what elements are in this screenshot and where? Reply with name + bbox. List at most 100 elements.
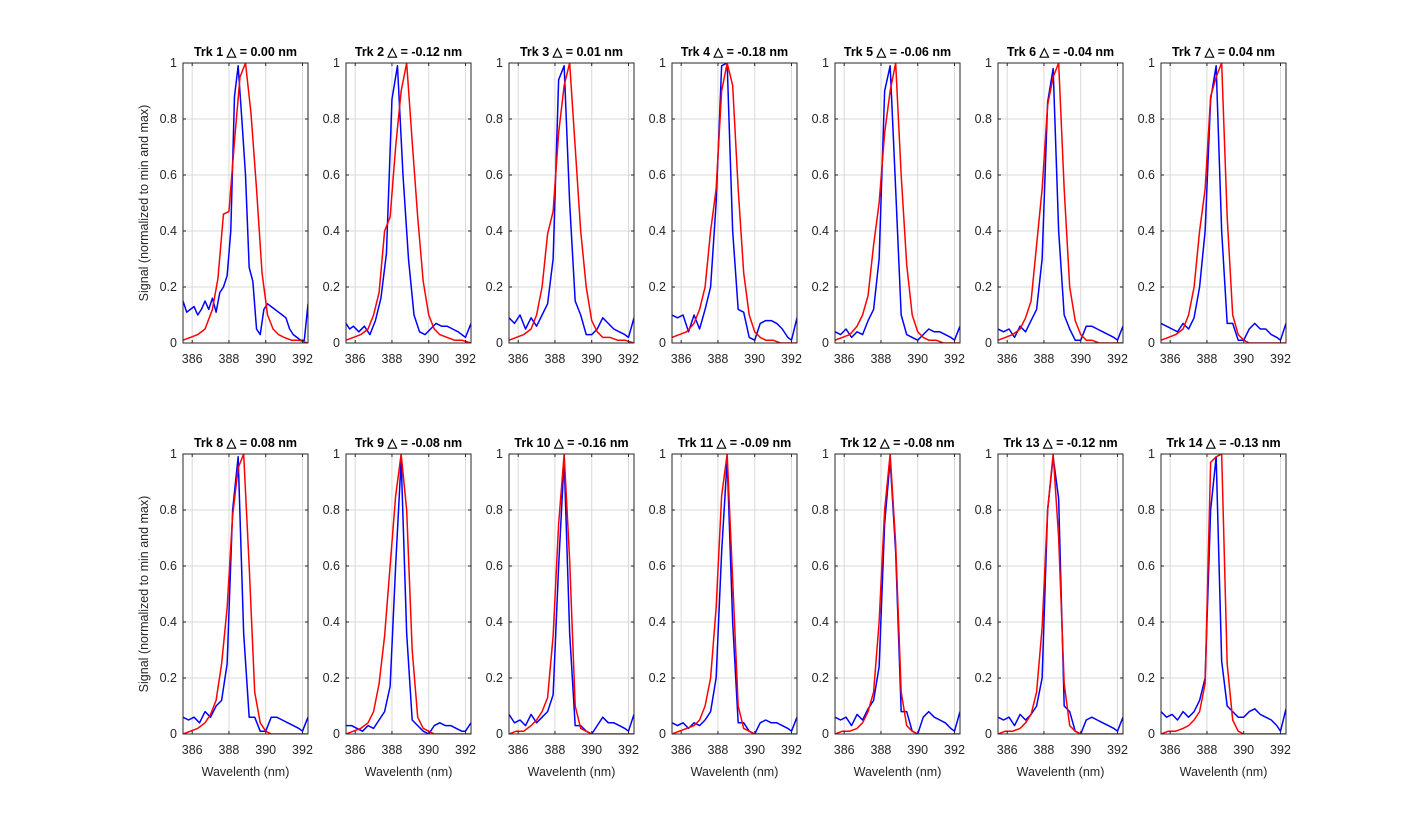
x-tick-label: 386 (182, 743, 203, 757)
y-tick-label: 0.2 (812, 280, 829, 294)
x-tick-label: 388 (382, 743, 403, 757)
plot-area (672, 454, 797, 734)
x-tick-label: 386 (834, 352, 855, 366)
x-tick-label: 390 (418, 352, 439, 366)
blue-series-line (509, 458, 634, 734)
x-tick-label: 386 (997, 352, 1018, 366)
y-axis-label: Signal (normalized to min and max) (137, 496, 151, 693)
red-series-line (998, 63, 1123, 343)
red-series-line (346, 63, 471, 343)
x-tick-label: 388 (1197, 743, 1218, 757)
subplot-title: Trk 5 △ = -0.06 nm (844, 45, 951, 59)
x-tick-label: 390 (581, 352, 602, 366)
x-tick-label: 390 (1233, 352, 1254, 366)
x-tick-label: 390 (907, 352, 928, 366)
x-tick-label: 392 (292, 352, 313, 366)
x-axis-label: Wavelenth (nm) (854, 765, 942, 779)
y-tick-label: 0 (659, 727, 666, 741)
blue-series-line (183, 456, 308, 732)
y-axis-label: Signal (normalized to min and max) (137, 105, 151, 302)
y-tick-label: 0.6 (649, 168, 666, 182)
y-tick-label: 0.2 (486, 280, 503, 294)
y-tick-label: 0.6 (975, 168, 992, 182)
blue-series-line (1161, 65, 1286, 341)
y-tick-label: 0.2 (1138, 671, 1155, 685)
x-tick-label: 386 (1160, 352, 1181, 366)
subplot-6: 386 388 390 392 0 0.2 0.4 0.6 0.8 1 Trk 6 △ = -0.0… (975, 45, 1128, 366)
y-tick-label: 0.6 (812, 168, 829, 182)
y-tick-label: 0.2 (649, 671, 666, 685)
x-tick-label: 392 (1107, 352, 1128, 366)
plot-area (346, 63, 471, 343)
blue-series-line (998, 67, 1123, 341)
x-tick-label: 390 (907, 743, 928, 757)
y-tick-label: 0.6 (323, 559, 340, 573)
y-tick-label: 0 (333, 727, 340, 741)
x-tick-label: 388 (1034, 743, 1055, 757)
y-tick-label: 1 (822, 447, 829, 461)
subplot-title: Trk 6 △ = -0.04 nm (1007, 45, 1114, 59)
subplot-11: 386 388 390 392 0 0.2 0.4 0.6 0.8 1 Trk 11 △ = -0.… (649, 436, 802, 779)
y-tick-label: 0.8 (649, 112, 666, 126)
axes-box (345, 62, 472, 344)
y-tick-label: 0.6 (323, 168, 340, 182)
y-tick-label: 0.2 (160, 671, 177, 685)
plot-area (346, 454, 471, 734)
y-tick-label: 1 (170, 56, 177, 70)
subplot-14: 386 388 390 392 0 0.2 0.4 0.6 0.8 1 Trk 14 △ = -0.… (1138, 436, 1291, 779)
y-tick-label: 1 (822, 56, 829, 70)
blue-series-line (183, 65, 308, 341)
y-tick-label: 0.8 (812, 112, 829, 126)
y-tick-label: 0.6 (649, 559, 666, 573)
x-axis-label: Wavelenth (nm) (202, 765, 290, 779)
y-tick-label: 0 (1148, 336, 1155, 350)
x-tick-label: 392 (944, 352, 965, 366)
y-tick-label: 0.6 (160, 559, 177, 573)
x-tick-label: 390 (744, 352, 765, 366)
x-axis-label: Wavelenth (nm) (365, 765, 453, 779)
x-tick-label: 390 (418, 743, 439, 757)
subplot-5: 386 388 390 392 0 0.2 0.4 0.6 0.8 1 Trk 5 △ = -0.0… (812, 45, 965, 366)
blue-series-line (509, 65, 634, 339)
subplot-9: 386 388 390 392 0 0.2 0.4 0.6 0.8 1 Trk 9 △ = -0.0… (323, 436, 476, 779)
x-tick-label: 392 (944, 743, 965, 757)
x-tick-label: 392 (455, 743, 476, 757)
x-tick-label: 392 (618, 352, 639, 366)
subplot-3: 386 388 390 392 0 0.2 0.4 0.6 0.8 1 Trk 3 △ = 0.01… (486, 45, 639, 366)
x-axis-label: Wavelenth (nm) (1017, 765, 1105, 779)
axes-box (834, 62, 961, 344)
x-axis-label: Wavelenth (nm) (1180, 765, 1268, 779)
y-tick-label: 0.4 (323, 615, 340, 629)
axes-box (1160, 62, 1287, 344)
axes-box (671, 453, 798, 735)
x-tick-label: 388 (871, 352, 892, 366)
y-tick-label: 0.8 (975, 503, 992, 517)
y-tick-label: 0 (822, 336, 829, 350)
subplot-title: Trk 3 △ = 0.01 nm (520, 45, 623, 59)
y-tick-label: 0 (170, 727, 177, 741)
subplot-title: Trk 10 △ = -0.16 nm (514, 436, 628, 450)
subplot-4: 386 388 390 392 0 0.2 0.4 0.6 0.8 1 Trk 4 △ = -0.1… (649, 45, 802, 366)
y-tick-label: 0.8 (975, 112, 992, 126)
x-tick-label: 388 (219, 743, 240, 757)
red-series-line (509, 454, 634, 734)
x-tick-label: 390 (255, 743, 276, 757)
y-tick-label: 0 (985, 336, 992, 350)
y-tick-label: 1 (333, 56, 340, 70)
x-tick-label: 390 (255, 352, 276, 366)
x-tick-label: 386 (345, 352, 366, 366)
x-tick-label: 392 (1270, 352, 1291, 366)
x-tick-label: 386 (671, 352, 692, 366)
y-tick-label: 0.4 (1138, 224, 1155, 238)
red-series-line (183, 63, 308, 343)
y-tick-label: 1 (496, 447, 503, 461)
y-tick-label: 1 (659, 56, 666, 70)
x-tick-label: 386 (345, 743, 366, 757)
subplot-title: Trk 2 △ = -0.12 nm (355, 45, 462, 59)
plot-area (509, 63, 634, 343)
red-series-line (835, 454, 960, 734)
y-tick-label: 0.4 (1138, 615, 1155, 629)
axes-box (671, 62, 798, 344)
y-tick-label: 1 (1148, 447, 1155, 461)
